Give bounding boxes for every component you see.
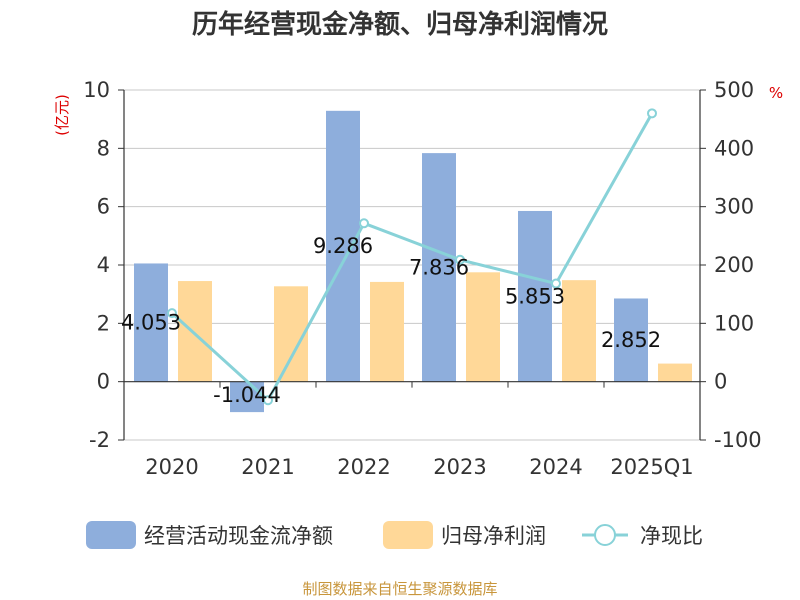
chart-title: 历年经营现金净额、归母净利润情况 [192, 9, 608, 40]
bar-data-labels: 4.053 -1.044 9.286 7.836 5.853 2.852 [121, 234, 661, 407]
x-tick-label: 2023 [433, 455, 486, 479]
bar-data-label: 7.836 [409, 255, 469, 279]
bar-data-label: 2.852 [601, 328, 661, 352]
line-point-cash-ratio [167, 308, 177, 319]
bar-net-profit [178, 281, 212, 382]
line-point-cash-ratio [455, 254, 465, 265]
legend-swatch-cashflow [86, 521, 136, 549]
line-point-cash-ratio [551, 278, 561, 289]
gridlines [124, 89, 700, 441]
right-tick-label: 200 [714, 253, 754, 277]
legend-label-cashflow: 经营活动现金流净额 [144, 524, 333, 548]
legend-item-cash-ratio[interactable]: 净现比 [582, 524, 703, 548]
left-axis-unit: (亿元) [53, 94, 71, 136]
legend: 经营活动现金流净额 归母净利润 净现比 [86, 521, 703, 549]
bar-net-profit [658, 363, 692, 382]
left-tick-label: 0 [97, 370, 110, 394]
right-tick-label: 100 [714, 311, 754, 335]
axes [123, 90, 701, 440]
line-point-cash-ratio [359, 218, 369, 229]
bar-cashflow [518, 210, 552, 382]
bar-data-label: 9.286 [313, 234, 373, 258]
right-tick-label: -100 [714, 428, 762, 452]
bar-data-label: 4.053 [121, 311, 181, 335]
bar-cashflow [230, 381, 264, 413]
legend-label-cash-ratio: 净现比 [640, 524, 703, 548]
bar-series [134, 110, 692, 413]
right-tick-label: 0 [714, 370, 727, 394]
legend-label-net-profit: 归母净利润 [441, 524, 546, 548]
left-tick-label: 4 [97, 253, 110, 277]
left-tick-label: 8 [97, 136, 110, 160]
legend-swatch-net-profit [383, 521, 433, 549]
right-tick-label: 400 [714, 136, 754, 160]
x-tick-label: 2021 [241, 455, 294, 479]
legend-item-net-profit[interactable]: 归母净利润 [383, 521, 546, 549]
line-point-cash-ratio [263, 395, 273, 406]
source-note: 制图数据来自恒生聚源数据库 [302, 580, 497, 598]
left-tick-label: 6 [97, 195, 110, 219]
right-tick-label: 300 [714, 195, 754, 219]
x-tick-label: 2024 [529, 455, 582, 479]
bar-cashflow [422, 153, 456, 382]
bar-net-profit [466, 272, 500, 382]
x-tick-label: 2022 [337, 455, 390, 479]
left-tick-label: 10 [83, 78, 110, 102]
left-axis-ticks: 10 8 6 4 2 0 -2 [83, 78, 124, 452]
bar-data-label: 5.853 [505, 284, 565, 308]
bar-net-profit [370, 281, 404, 382]
line-series [167, 108, 657, 406]
right-tick-label: 500 [714, 78, 754, 102]
left-tick-label: -2 [89, 428, 110, 452]
bar-cashflow [326, 110, 360, 382]
bar-data-label: -1.044 [213, 383, 281, 407]
bar-cashflow [134, 263, 168, 382]
legend-item-cashflow[interactable]: 经营活动现金流净额 [86, 521, 333, 549]
x-axis-ticks: 2020 2021 2022 2023 2024 2025Q1 [145, 455, 693, 479]
bar-cashflow [614, 298, 648, 382]
right-axis-ticks: 500 400 300 200 100 0 -100 [700, 78, 762, 452]
line-point-cash-ratio [647, 108, 657, 119]
bar-net-profit [562, 280, 596, 382]
left-tick-label: 2 [97, 311, 110, 335]
line-cash-ratio [170, 112, 654, 403]
right-axis-unit: % [769, 84, 783, 102]
x-tick-label: 2020 [145, 455, 198, 479]
x-tick-label: 2025Q1 [610, 455, 693, 479]
legend-marker-cash-ratio [594, 524, 616, 546]
